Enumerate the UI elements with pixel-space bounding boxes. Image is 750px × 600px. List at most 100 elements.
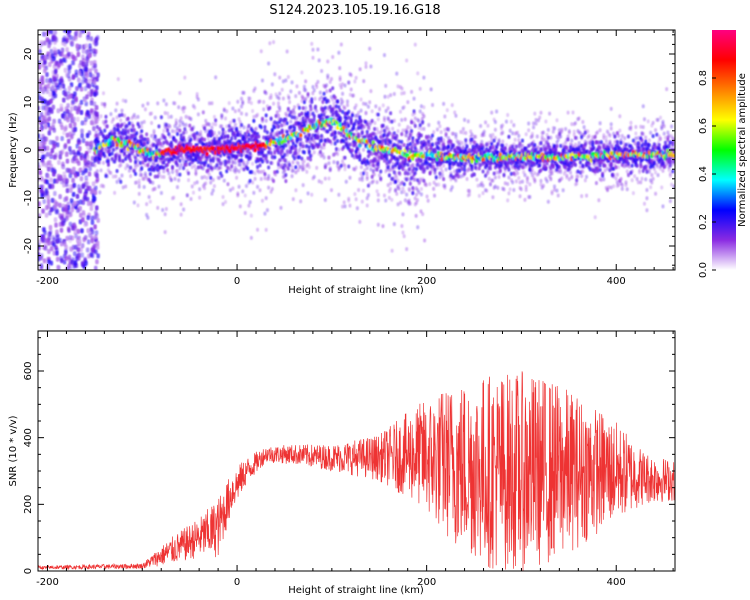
spectrogram-noise-cell — [74, 225, 78, 230]
spectrogram-noise-cell — [47, 167, 51, 172]
spectrogram-cell — [214, 122, 217, 126]
spectrogram-cell — [189, 117, 192, 121]
spectrogram-cell — [271, 82, 274, 86]
spectrogram-cell — [299, 137, 302, 141]
spectrogram-noise-cell — [57, 160, 61, 165]
spectrogram-cell — [369, 89, 372, 93]
spectrogram-cell — [170, 178, 173, 182]
spectrogram-noise-cell — [42, 162, 46, 167]
spectrogram-cell — [183, 76, 186, 80]
spectrogram-noise-cell — [76, 172, 80, 177]
spectrogram-cell — [452, 143, 455, 147]
spectrogram-noise-cell — [63, 242, 67, 247]
spectrogram-noise-cell — [44, 124, 48, 129]
spectrogram-cell — [93, 107, 96, 111]
spectrogram-cell — [464, 138, 467, 142]
spectrogram-cell — [406, 100, 409, 104]
spectrogram-noise-cell — [45, 179, 49, 184]
spectrogram-noise-cell — [60, 125, 64, 130]
spectrogram-noise-cell — [44, 56, 48, 61]
spectrogram-cell — [251, 109, 254, 113]
spectrogram-cell — [346, 100, 349, 104]
spectrogram-noise-cell — [41, 209, 45, 214]
spectrogram-noise-cell — [73, 183, 77, 188]
spectrogram-cell — [182, 109, 185, 113]
spectrogram-cell — [164, 230, 167, 234]
spectrogram-cell — [291, 80, 294, 84]
spectrogram-noise-cell — [60, 258, 64, 263]
spectrogram-core-cell — [253, 148, 256, 152]
spectrogram-noise-cell — [49, 230, 53, 235]
spectrogram-cell — [417, 119, 420, 123]
spectrogram-cell — [541, 135, 544, 139]
spectrogram-cell — [377, 117, 380, 121]
spectrogram-cell — [384, 198, 387, 202]
spectrogram-cell — [257, 134, 260, 138]
spectrogram-cell — [267, 177, 270, 181]
spectrogram-cell — [544, 120, 547, 124]
spectrogram-cell — [95, 173, 98, 177]
spectrogram-cell — [172, 196, 175, 200]
spectrogram-noise-cell — [49, 177, 53, 182]
spectrogram-cell — [239, 204, 242, 208]
spectrogram-noise-cell — [84, 78, 88, 83]
spectrogram-cell — [260, 49, 263, 53]
spectrogram-cell — [143, 185, 146, 189]
spectrogram-cell — [517, 134, 520, 138]
spectrogram-cell — [133, 201, 136, 205]
spectrogram-noise-cell — [44, 246, 48, 251]
spectrogram-cell — [531, 132, 534, 136]
spectrogram-cell — [337, 51, 340, 55]
spectrogram-cell — [344, 164, 347, 168]
spectrogram-cell — [309, 157, 312, 161]
spectrogram-cell — [236, 192, 239, 196]
spectrogram-cell — [483, 133, 486, 137]
spectrogram-noise-cell — [84, 117, 88, 122]
spectrogram-cell — [502, 187, 505, 191]
spectrogram-cell — [273, 72, 276, 76]
spectrogram-cell — [154, 134, 157, 138]
spectrogram-cell — [160, 191, 163, 195]
spectrogram-cell — [236, 100, 239, 104]
spectrogram-cell — [533, 178, 536, 182]
spectrogram-cell — [316, 47, 319, 51]
spectrogram-cell — [297, 162, 300, 166]
spectrogram-cell — [344, 167, 347, 171]
spectrogram-cell — [175, 118, 178, 122]
spectrogram-noise-cell — [50, 109, 54, 114]
spectrogram-noise-cell — [57, 108, 61, 113]
spectrogram-noise-cell — [52, 242, 56, 247]
spectrogram-cell — [427, 123, 430, 127]
spectrogram-cell — [114, 174, 117, 178]
spectrogram-cell — [294, 94, 297, 98]
spectrogram-cell — [259, 99, 262, 103]
spectrogram-noise-cell — [79, 247, 83, 252]
spectrogram-cell — [281, 88, 284, 92]
spectrogram-noise-cell — [83, 154, 87, 159]
spectrogram-cell — [177, 178, 180, 182]
spectrogram-cell — [416, 225, 419, 229]
spectrogram-cell — [519, 194, 522, 198]
spectrogram-cell — [189, 143, 192, 147]
spectrogram-noise-cell — [70, 113, 74, 118]
spectrogram-cell — [538, 116, 541, 120]
spectrogram-cell — [443, 115, 446, 119]
spectrogram-noise-cell — [70, 198, 74, 203]
spectrogram-cell — [486, 171, 489, 175]
spectrogram-cell — [226, 135, 229, 139]
spectrogram-cell — [341, 159, 344, 163]
spectrogram-cell — [231, 106, 234, 110]
spectrogram-cell — [383, 118, 386, 122]
spectrogram-cell — [127, 117, 130, 121]
spectrogram-noise-cell — [60, 216, 64, 221]
spectrogram-cell — [362, 148, 365, 152]
spectrogram-cell — [506, 198, 509, 202]
spectrogram-noise-cell — [47, 43, 51, 48]
spectrogram-cell — [178, 173, 181, 177]
spectrogram-cell — [366, 166, 369, 170]
spectrogram-noise-cell — [48, 92, 52, 97]
spectrogram-noise-cell — [65, 236, 69, 241]
spectrogram-cell — [169, 124, 172, 128]
spectrogram-cell — [344, 204, 347, 208]
spectrogram-cell — [173, 177, 176, 181]
